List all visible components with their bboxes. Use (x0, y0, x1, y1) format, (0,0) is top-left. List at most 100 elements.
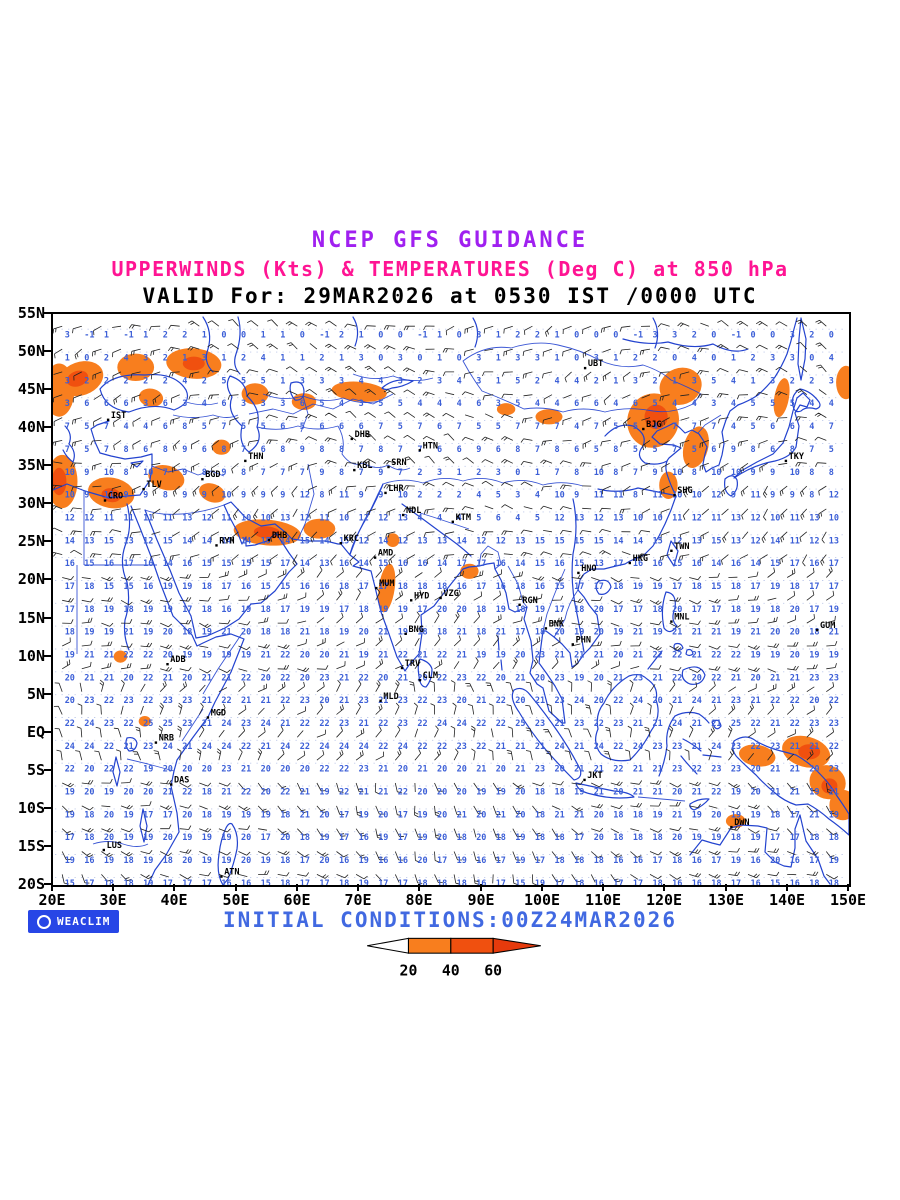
station-label: RYH (219, 536, 234, 546)
lat-tick-mark (44, 769, 51, 771)
temperature-value: 18 (653, 833, 663, 843)
temperature-value: 23 (437, 696, 447, 706)
temperature-value: 20 (613, 788, 623, 798)
temperature-value: 18 (417, 628, 427, 638)
lat-tick-mark (44, 617, 51, 619)
temperature-value: 8 (163, 491, 168, 501)
temperature-value: 4 (535, 491, 540, 501)
temperature-value: 4 (457, 399, 462, 409)
wind-speed-shading (836, 365, 849, 400)
lon-tick-label: 70E (344, 891, 372, 909)
temperature-value: 7 (261, 468, 266, 478)
temperature-value: 23 (555, 696, 565, 706)
temperature-value: 15 (339, 536, 349, 546)
temperature-value: 18 (202, 788, 212, 798)
station-dot (451, 520, 454, 523)
temperature-value: 22 (829, 696, 839, 706)
temperature-value: 3 (476, 354, 481, 364)
temperature-value: 14 (613, 536, 623, 546)
temperature-value: 12 (84, 513, 94, 523)
temperature-value: 20 (751, 673, 761, 683)
temperature-value: 1 (613, 376, 618, 386)
temperature-value: 18 (417, 879, 427, 885)
temperature-value: 3 (633, 376, 638, 386)
temperature-value: 9 (319, 468, 324, 478)
border-path (92, 841, 149, 847)
temperature-value: 18 (417, 582, 427, 592)
wind-speed-shading (682, 426, 709, 469)
temperature-value: 18 (574, 879, 584, 885)
temperature-value: 21 (613, 673, 623, 683)
temperature-value: 17 (84, 879, 94, 885)
temperature-value: 20 (182, 856, 192, 866)
temperature-value: 19 (515, 856, 525, 866)
temperature-value: 17 (65, 605, 75, 615)
temperature-value: 4 (476, 491, 481, 501)
temperature-field: 15 17 18 18 19 17 17 17 16 16 15 18 17 17 18 19 17 17 18 18… (65, 331, 839, 885)
station-dot (673, 494, 676, 497)
station-label: AMD (378, 549, 393, 559)
temperature-value: 20 (417, 673, 427, 683)
temperature-value: 23 (535, 651, 545, 661)
temperature-value: 23 (339, 719, 349, 729)
temperature-value: 3 (359, 399, 364, 409)
temperature-value: 17 (143, 810, 153, 820)
temperature-value: 21 (751, 696, 761, 706)
temperature-value: 20 (437, 765, 447, 775)
temperature-value: 21 (770, 765, 780, 775)
temperature-value: 24 (633, 742, 643, 752)
temperature-value: 2 (809, 331, 814, 341)
temperature-value: 21 (574, 765, 584, 775)
temperature-value: 16 (613, 856, 623, 866)
station-dot (583, 366, 587, 370)
lon-tick-label: 40E (160, 891, 188, 909)
temperature-value: 2 (163, 331, 168, 341)
temperature-value: 17 (574, 582, 584, 592)
temperature-value: 8 (319, 445, 324, 455)
temperature-value: 14 (182, 536, 192, 546)
wind-speed-shading (117, 353, 155, 381)
temperature-value: 9 (653, 468, 658, 478)
station-dot (418, 449, 421, 452)
coastline-path (724, 475, 738, 497)
temperature-value: 7 (398, 468, 403, 478)
legend-segment-40-60 (450, 937, 494, 954)
coastline-path (53, 420, 153, 499)
temperature-value: 21 (731, 673, 741, 683)
temperature-value: 21 (555, 810, 565, 820)
temperature-value: 11 (613, 491, 623, 501)
valid-time-text: VALID For: 29MAR2026 at 0530 IST /0000 U… (142, 284, 758, 308)
temperature-value: 3 (65, 376, 70, 386)
temperature-value: 15 (300, 536, 310, 546)
temperature-value: 9 (143, 491, 148, 501)
temperature-value: 2 (535, 376, 540, 386)
coastline-path (202, 316, 214, 373)
temperature-value: 6 (104, 399, 109, 409)
temperature-value: 18 (672, 856, 682, 866)
temperature-value: 18 (339, 582, 349, 592)
initial-conditions-text: INITIAL CONDITIONS:00Z24MAR2026 (223, 908, 677, 932)
lon-tick-label: 120E (645, 891, 683, 909)
temperature-value: 21 (692, 742, 702, 752)
station-dot (387, 465, 390, 469)
temperature-value: 12 (202, 513, 212, 523)
temperature-value: 5 (496, 491, 501, 501)
lat-tick-label: 15S (17, 837, 45, 855)
temperature-value: 7 (65, 445, 70, 455)
temperature-value: 20 (476, 833, 486, 843)
temperature-value: 20 (319, 696, 329, 706)
temperature-value: 5 (300, 422, 305, 432)
lat-tick-mark (44, 312, 51, 314)
temperature-value: 22 (731, 651, 741, 661)
coastline-path (674, 711, 710, 724)
coastline-path (622, 338, 749, 352)
station-dot (583, 778, 586, 782)
station-dot (103, 499, 107, 502)
temperature-value: 7 (535, 422, 540, 432)
temperature-value: 20 (515, 788, 525, 798)
temperature-value: 1 (555, 354, 560, 364)
temperature-value: 22 (182, 788, 192, 798)
temperature-value: 18 (476, 605, 486, 615)
temperature-value: 19 (417, 810, 427, 820)
temperature-value: 13 (124, 536, 134, 546)
